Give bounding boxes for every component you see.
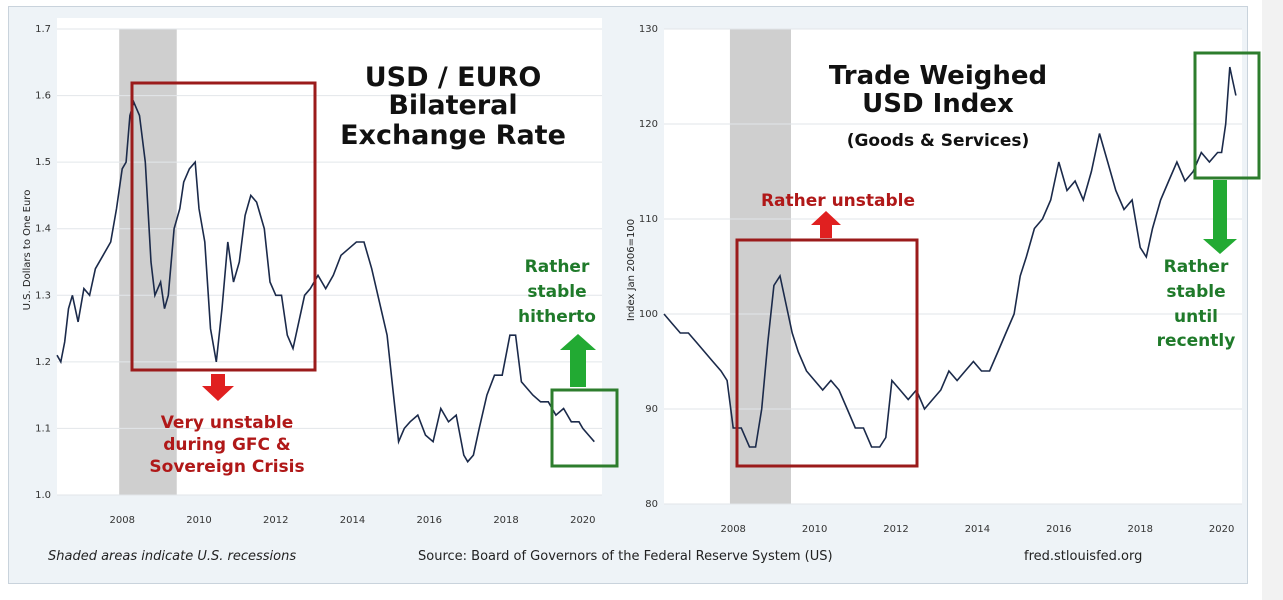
chart-title-1-line1: USD / EURO (365, 62, 542, 93)
y-tick-label: 1.5 (35, 157, 51, 168)
red-up-arrow-2 (811, 211, 841, 238)
y-tick-label: 130 (639, 24, 658, 35)
x-tick-label: 2012 (883, 524, 908, 535)
y-tick-label: 1.3 (35, 290, 51, 301)
y-tick-label: 120 (639, 119, 658, 130)
y-tick-label: 110 (639, 214, 658, 225)
annotation-red-1-line2: during GFC & (163, 435, 291, 455)
annotation-green-1-line1: Rather (525, 257, 590, 277)
y-tick-label: 80 (645, 499, 658, 510)
footer-recession-note: Shaded areas indicate U.S. recessions (48, 549, 297, 564)
x-tick-label: 2010 (802, 524, 827, 535)
x-tick-labels-1: 2008 2010 2012 2014 2016 2018 2020 (110, 515, 596, 526)
y-tick-label: 90 (645, 404, 658, 415)
y-tick-label: 1.0 (35, 490, 51, 501)
recession-shade-1 (119, 29, 177, 495)
green-highlight-box-2 (1193, 51, 1261, 180)
x-tick-label: 2016 (417, 515, 442, 526)
y-tick-label: 1.2 (35, 357, 51, 368)
red-down-arrow-1 (202, 374, 234, 401)
y-tick-label: 1.4 (35, 224, 51, 235)
x-tick-label: 2018 (1128, 524, 1153, 535)
chart-title-2-line1: Trade Weighed (829, 61, 1047, 91)
chart-title-1-line3: Exchange Rate (340, 120, 566, 151)
annotation-green-2-line2: stable (1166, 282, 1225, 302)
x-tick-labels-2: 2008 2010 2012 2014 2016 2018 2020 (720, 524, 1234, 535)
y-tick-label: 1.6 (35, 91, 51, 102)
x-tick-label: 2012 (263, 515, 288, 526)
x-tick-label: 2020 (570, 515, 595, 526)
green-down-arrow-2 (1203, 180, 1237, 254)
y-axis-label-2: Index Jan 2006=100 (626, 219, 637, 321)
annotation-green-2-line1: Rather (1164, 257, 1229, 277)
y-tick-labels-1: 1.0 1.1 1.2 1.3 1.4 1.5 1.6 1.7 (35, 24, 51, 501)
annotation-green-2-line4: recently (1157, 331, 1236, 351)
series-line-trade-weighted (663, 66, 1237, 448)
annotation-red-1-line1: Very unstable (161, 413, 294, 433)
footer-site[interactable]: fred.stlouisfed.org (1024, 549, 1143, 564)
x-tick-label: 2018 (493, 515, 518, 526)
x-tick-label: 2016 (1046, 524, 1071, 535)
gridlines-2 (664, 28, 1242, 505)
footer-source: Source: Board of Governors of the Federa… (418, 549, 833, 564)
green-highlight-box-1 (550, 388, 619, 468)
chart-title-2-line3: (Goods & Services) (847, 131, 1030, 151)
annotation-green-1-line2: stable (527, 282, 586, 302)
annotation-green-2-line3: until (1174, 307, 1218, 327)
chart-title-2-line2: USD Index (862, 89, 1014, 119)
y-axis-label-1: U.S. Dollars to One Euro (22, 190, 33, 311)
y-tick-label: 1.1 (35, 423, 51, 434)
recession-shade-2 (729, 29, 791, 504)
red-highlight-box-2 (735, 238, 919, 468)
x-tick-label: 2014 (340, 515, 365, 526)
x-tick-label: 2010 (186, 515, 211, 526)
x-tick-label: 2008 (720, 524, 745, 535)
scrollbar-track[interactable] (1262, 0, 1283, 600)
x-tick-label: 2014 (965, 524, 990, 535)
chart-title-1-line2: Bilateral (388, 90, 517, 121)
red-highlight-box-1 (130, 81, 317, 372)
y-tick-label: 100 (639, 309, 658, 320)
annotation-green-1-line3: hitherto (518, 307, 596, 327)
x-tick-label: 2020 (1209, 524, 1234, 535)
x-tick-label: 2008 (110, 515, 135, 526)
y-tick-labels-2: 80 90 100 110 120 130 (639, 24, 658, 510)
y-tick-label: 1.7 (35, 24, 51, 35)
annotation-red-2-line1: Rather unstable (761, 191, 915, 211)
green-up-arrow-1 (560, 334, 596, 387)
gridlines-1 (57, 28, 602, 496)
annotation-red-1-line3: Sovereign Crisis (149, 457, 304, 477)
